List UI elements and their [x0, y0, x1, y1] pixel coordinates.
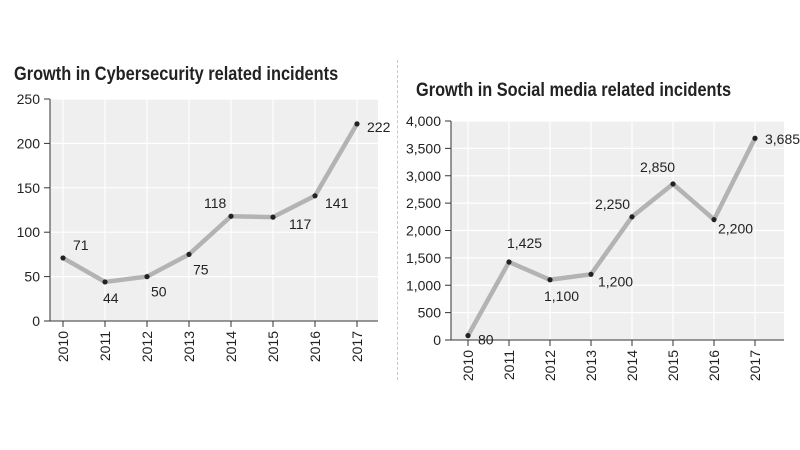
x-tick-label: 2010 — [55, 331, 71, 362]
x-tick-label: 2012 — [542, 350, 558, 381]
data-point — [312, 193, 318, 199]
x-tick-label: 2011 — [97, 331, 113, 361]
y-tick-label: 200 — [17, 135, 41, 151]
data-label: 1,200 — [598, 273, 633, 289]
y-tick-label: 1,000 — [406, 277, 441, 293]
data-label: 2,850 — [640, 159, 675, 175]
data-point — [186, 251, 192, 257]
x-tick-label: 2017 — [349, 331, 365, 362]
data-label: 141 — [325, 195, 349, 211]
data-point — [588, 271, 594, 277]
data-point — [752, 135, 758, 141]
data-label: 2,250 — [595, 196, 630, 212]
data-label: 3,685 — [765, 131, 800, 147]
data-point — [228, 213, 234, 219]
y-tick-label: 2,500 — [406, 195, 441, 211]
y-tick-label: 50 — [24, 269, 40, 285]
data-label: 44 — [103, 290, 119, 306]
y-tick-label: 0 — [32, 313, 40, 329]
x-tick-label: 2012 — [139, 331, 155, 362]
data-label: 1,425 — [507, 235, 542, 251]
data-point — [102, 279, 108, 285]
series-line — [61, 122, 359, 285]
data-label: 118 — [204, 195, 227, 211]
y-tick-label: 3,000 — [406, 168, 441, 184]
y-tick-label: 250 — [17, 91, 41, 107]
x-tick-label: 2015 — [665, 350, 681, 381]
x-tick-label: 2016 — [307, 331, 323, 362]
cybersecurity-chart: Growth in Cybersecurity related incident… — [14, 64, 391, 362]
x-tick-label: 2013 — [583, 350, 599, 381]
chart-divider — [397, 60, 398, 380]
data-point — [629, 214, 635, 220]
data-point — [60, 255, 66, 261]
data-label: 2,200 — [718, 221, 753, 237]
data-label: 1,100 — [544, 288, 579, 304]
y-tick-label: 2,000 — [406, 223, 441, 239]
data-point — [144, 274, 150, 280]
x-tick-label: 2015 — [265, 331, 281, 362]
x-tick-label: 2017 — [747, 350, 763, 381]
x-tick-label: 2014 — [624, 350, 640, 381]
y-tick-label: 500 — [418, 305, 442, 321]
x-tick-label: 2010 — [460, 350, 476, 381]
cybersecurity-chart-plot: 0 50 100 150 200 250 2010 2011 2012 2013 2014 2015 2… — [17, 91, 391, 362]
x-tick-label: 2016 — [706, 350, 722, 381]
y-tick-label: 4,000 — [406, 113, 441, 129]
data-point — [270, 214, 276, 220]
data-point — [354, 121, 360, 127]
data-point — [506, 259, 512, 265]
social-media-chart: Growth in Social media related incidents… — [400, 0, 800, 450]
data-label: 80 — [478, 332, 494, 348]
data-label: 117 — [289, 216, 312, 232]
data-label: 222 — [367, 119, 391, 135]
x-tick-label: 2014 — [223, 331, 239, 362]
y-tick-label: 0 — [433, 332, 441, 348]
y-tick-label: 3,500 — [406, 140, 441, 156]
y-tick-label: 150 — [17, 180, 41, 196]
x-tick-label: 2011 — [501, 350, 517, 380]
data-point — [465, 333, 471, 339]
data-label: 75 — [193, 261, 209, 277]
chart-title: Growth in Social media related incidents — [416, 80, 732, 101]
data-label: 50 — [151, 284, 167, 300]
data-point — [711, 216, 717, 223]
y-tick-label: 100 — [17, 224, 41, 240]
chart-title: Growth in Cybersecurity related incident… — [14, 64, 339, 85]
data-point — [547, 277, 553, 283]
x-tick-label: 2013 — [181, 331, 197, 362]
y-tick-label: 1,500 — [406, 250, 441, 266]
data-point — [670, 181, 676, 187]
data-label: 71 — [73, 237, 89, 253]
social-media-chart-plot: 0 500 1,000 1,500 2,000 2,500 3,000 3,500 4,000 2… — [406, 113, 800, 381]
series-line — [466, 137, 758, 337]
